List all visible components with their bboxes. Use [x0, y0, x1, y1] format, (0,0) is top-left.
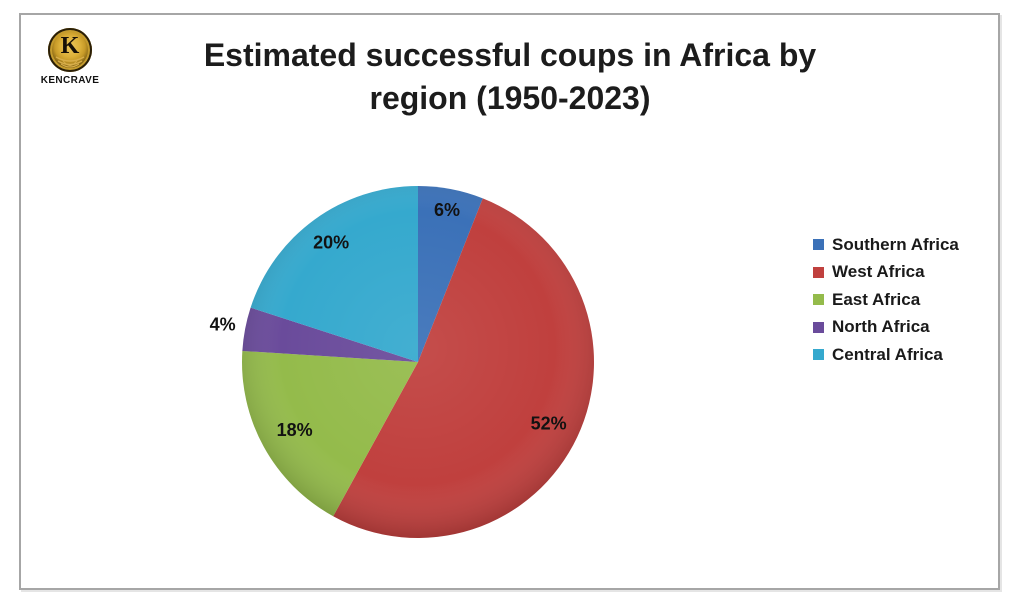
legend-label: West Africa	[832, 262, 925, 282]
chart-title: Estimated successful coups in Africa by …	[20, 34, 1000, 120]
legend-item-east-africa: East Africa	[813, 286, 959, 314]
legend-label: Central Africa	[832, 344, 943, 364]
pie-data-label-southern-africa: 6%	[434, 200, 460, 220]
legend-item-central-africa: Central Africa	[813, 341, 959, 369]
legend-marker-icon	[813, 321, 824, 333]
pie-data-labels: 6% 52% 18% 4% 20%	[210, 200, 567, 440]
logo-globe-icon	[55, 56, 85, 68]
pie-sheen-overlay	[242, 186, 594, 538]
legend-marker-icon	[813, 294, 824, 306]
chart-title-line2: region (1950-2023)	[369, 80, 651, 116]
legend-label: North Africa	[832, 317, 930, 337]
legend-item-southern-africa: Southern Africa	[813, 231, 959, 259]
legend-label: Southern Africa	[832, 234, 959, 254]
pie-data-label-central-africa: 20%	[313, 232, 349, 252]
pie-data-label-west-africa: 52%	[531, 413, 567, 433]
legend-label: East Africa	[832, 289, 921, 309]
legend-item-west-africa: West Africa	[813, 259, 959, 287]
legend: Southern Africa West Africa East Africa Nor…	[813, 231, 959, 369]
pie-data-label-north-africa: 4%	[210, 315, 236, 335]
legend-item-north-africa: North Africa	[813, 314, 959, 342]
logo-k-icon: K	[60, 33, 80, 59]
legend-marker-icon	[813, 349, 824, 361]
pie-data-label-east-africa: 18%	[277, 420, 313, 440]
kencrave-logo-icon: K	[48, 28, 92, 72]
kencrave-logo: K KENCRAVE	[33, 28, 107, 86]
chart-title-line1: Estimated successful coups in Africa by	[203, 37, 817, 73]
legend-marker-icon	[813, 266, 824, 278]
logo-wordmark: KENCRAVE	[40, 75, 100, 86]
legend-marker-icon	[813, 239, 824, 251]
